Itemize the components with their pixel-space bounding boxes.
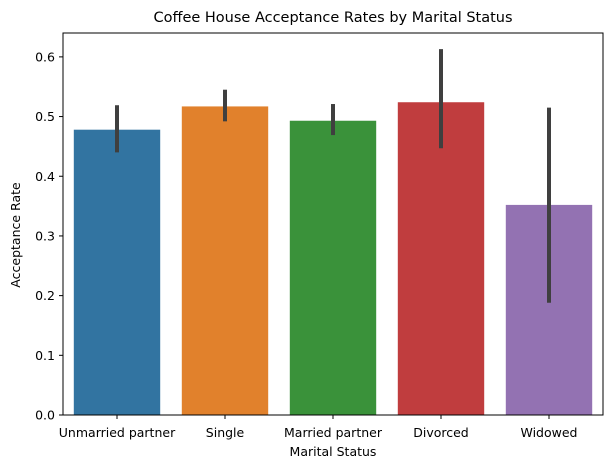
x-tick-label: Married partner: [284, 425, 383, 440]
x-tick-label: Widowed: [521, 425, 578, 440]
error-bars-group: [115, 49, 551, 303]
bars-group: [73, 102, 593, 416]
y-tick-label: 0.4: [35, 169, 55, 184]
bar-divorced: [397, 102, 485, 416]
bar-single: [181, 106, 269, 416]
x-tick-label: Divorced: [413, 425, 469, 440]
y-tick-label: 0.2: [35, 288, 55, 303]
x-axis-label: Marital Status: [290, 444, 377, 459]
y-axis-label: Acceptance Rate: [8, 182, 23, 288]
x-axis-ticks: Unmarried partner Single Married partner Di…: [59, 415, 578, 440]
y-tick-label: 0.1: [35, 348, 55, 363]
x-tick-label: Unmarried partner: [59, 425, 176, 440]
y-tick-label: 0.3: [35, 228, 55, 243]
bar-married-partner: [289, 120, 377, 415]
x-tick-label: Single: [206, 425, 245, 440]
plot-frame: [62, 32, 604, 416]
y-axis-ticks: 0.0 0.1 0.2 0.3 0.4 0.5 0.6: [35, 49, 63, 423]
y-tick-label: 0.5: [35, 109, 55, 124]
y-tick-label: 0.6: [35, 49, 55, 64]
chart-title: Coffee House Acceptance Rates by Marital…: [153, 10, 512, 26]
bar-unmarried-partner: [73, 129, 161, 415]
plot-area: Unmarried partner Single Married partner Di…: [35, 32, 604, 440]
y-tick-label: 0.0: [35, 408, 55, 423]
